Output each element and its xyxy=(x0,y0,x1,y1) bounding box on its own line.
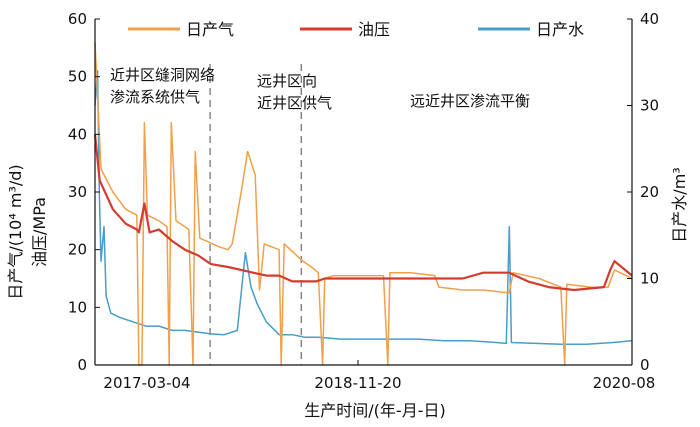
left-tick-label-4: 40 xyxy=(68,125,87,143)
series-line-3 xyxy=(94,70,633,345)
left-tick-label-6: 60 xyxy=(68,10,87,28)
right-tick-label-2: 20 xyxy=(640,183,659,201)
axes xyxy=(94,18,633,366)
annotation-2-line-1: 远井区向 xyxy=(257,72,317,90)
legend-label-2: 油压 xyxy=(358,20,390,39)
series-lines xyxy=(93,42,633,366)
right-tick-label-3: 30 xyxy=(640,97,659,115)
left-tick-label-3: 30 xyxy=(68,183,87,201)
right-axis-title: 日产水/m³ xyxy=(670,167,689,242)
annotation-1-line-2: 渗流系统供气 xyxy=(110,88,200,106)
right-tick-label-0: 0 xyxy=(640,356,650,374)
phase-dividers xyxy=(209,64,302,365)
legend: 日产气 油压 日产水 xyxy=(128,20,584,39)
x-tick-label-1: 2018-11-20 xyxy=(314,374,401,392)
series-line-1 xyxy=(94,42,633,366)
axis-labels: 生产时间/(年-月-日) 日产气/(10⁴ m³/d) 油压/MPa 日产水/m³ xyxy=(6,164,689,420)
legend-label-1: 日产气 xyxy=(186,20,234,39)
right-tick-label-4: 40 xyxy=(640,10,659,28)
left-axis-title-line-1: 日产气/(10⁴ m³/d) xyxy=(6,164,25,299)
series-line-2 xyxy=(93,134,633,292)
annotation-2-line-2: 近井区供气 xyxy=(257,94,332,112)
left-axis-title-line-2: 油压/MPa xyxy=(30,197,49,267)
legend-label-3: 日产水 xyxy=(536,20,584,39)
left-tick-label-5: 50 xyxy=(68,68,87,86)
left-tick-label-0: 0 xyxy=(77,356,87,374)
right-tick-label-1: 10 xyxy=(640,270,659,288)
x-tick-label-0: 2017-03-04 xyxy=(103,374,190,392)
left-tick-label-2: 20 xyxy=(68,241,87,259)
x-axis-title: 生产时间/(年-月-日) xyxy=(304,401,445,420)
tick-labels: 0 10 20 30 40 50 60 0 10 20 30 40 2017-03-04 2018-11-… xyxy=(68,10,659,392)
annotation-1-line-1: 近井区缝洞网络 xyxy=(110,66,215,84)
left-tick-label-1: 10 xyxy=(68,298,87,316)
x-tick-label-2: 2020-08 xyxy=(593,374,656,392)
annotation-3-line-1: 远近井区渗流平衡 xyxy=(410,92,530,110)
